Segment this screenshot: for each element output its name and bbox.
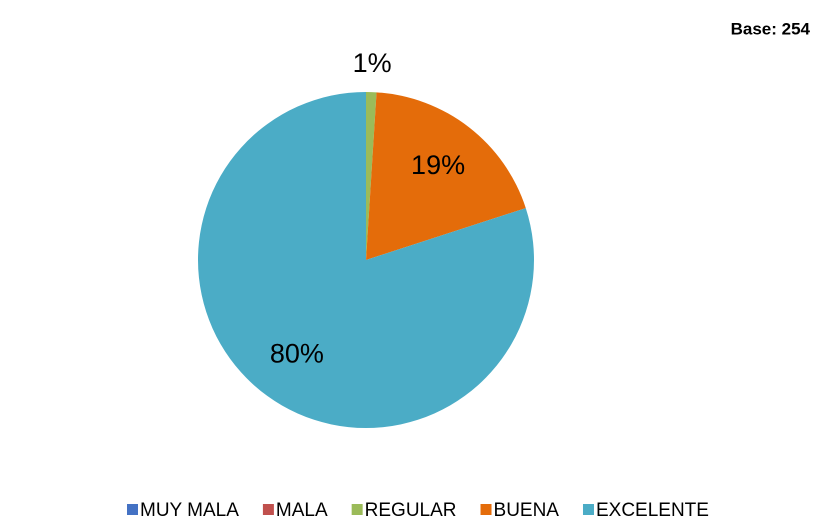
legend-swatch — [127, 504, 138, 515]
legend-label: REGULAR — [365, 500, 457, 521]
legend-swatch — [582, 504, 594, 515]
legend-swatch — [262, 504, 274, 515]
legend-label: MALA — [276, 500, 328, 521]
legend-swatch — [351, 504, 363, 515]
chart-subtitle: Base: 254 — [731, 19, 811, 38]
pie-slice — [366, 92, 377, 260]
legend-swatch — [480, 504, 492, 515]
data-label: 19% — [411, 150, 465, 180]
data-label: 1% — [353, 48, 392, 78]
data-label: 80% — [270, 338, 324, 368]
pie-slice — [366, 92, 526, 260]
legend-label: EXCELENTE — [596, 500, 709, 521]
legend-label: BUENA — [494, 500, 560, 521]
legend-label: MUY MALA — [140, 500, 239, 521]
pie-slice — [198, 92, 535, 429]
